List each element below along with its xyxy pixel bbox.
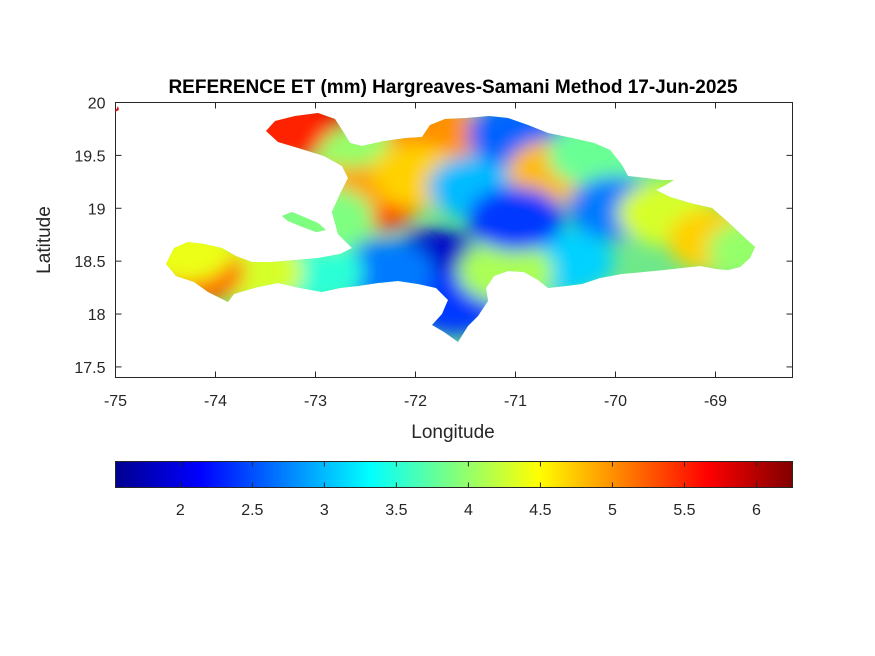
chart-title: REFERENCE ET (mm) Hargreaves-Samani Meth… bbox=[168, 77, 738, 98]
plot-frame bbox=[115, 102, 793, 378]
colorbar-tick-label: 2.5 bbox=[241, 502, 263, 519]
colorbar bbox=[115, 461, 793, 488]
x-axis-label: Longitude bbox=[411, 422, 494, 443]
x-tick-label: -75 bbox=[104, 393, 127, 410]
colorbar-tick-label: 2 bbox=[176, 502, 185, 519]
x-tick-label: -74 bbox=[204, 393, 227, 410]
y-tick-label: 18.5 bbox=[74, 254, 105, 271]
et-region-25 bbox=[467, 186, 564, 251]
x-tick-label: -71 bbox=[504, 393, 527, 410]
et-region-23 bbox=[277, 186, 374, 251]
stray-data-pixel bbox=[115, 106, 119, 112]
y-tick-label: 17.5 bbox=[74, 360, 105, 377]
colorbar-tick-label: 3 bbox=[320, 502, 329, 519]
x-axis: -75 -74 -73 -72 -71 -70 -69 bbox=[104, 102, 727, 410]
y-axis-label: Latitude bbox=[34, 206, 55, 274]
y-tick-label: 19 bbox=[88, 201, 106, 218]
colorbar-tick-label: 3.5 bbox=[385, 502, 407, 519]
colorbar-ticks: 2 2.5 3 3.5 4 4.5 5 5.5 6 bbox=[176, 461, 761, 519]
et-map-surface bbox=[166, 113, 755, 342]
y-axis: 17.5 18 18.5 19 19.5 20 bbox=[74, 96, 793, 377]
et-region-22 bbox=[166, 218, 234, 283]
x-tick-label: -69 bbox=[704, 393, 727, 410]
x-tick-label: -72 bbox=[404, 393, 427, 410]
et-region-14 bbox=[707, 218, 755, 283]
et-map-regions bbox=[166, 113, 755, 336]
x-tick-label: -73 bbox=[304, 393, 327, 410]
y-tick-label: 18 bbox=[88, 307, 106, 324]
y-tick-label: 19.5 bbox=[74, 148, 105, 165]
y-tick-label: 20 bbox=[88, 96, 106, 113]
x-tick-label: -70 bbox=[604, 393, 627, 410]
colorbar-tick-label: 4.5 bbox=[529, 502, 551, 519]
colorbar-tick-label: 5 bbox=[608, 502, 617, 519]
colorbar-tick-label: 5.5 bbox=[673, 502, 695, 519]
colorbar-tick-label: 6 bbox=[752, 502, 761, 519]
colorbar-tick-label: 4 bbox=[464, 502, 473, 519]
